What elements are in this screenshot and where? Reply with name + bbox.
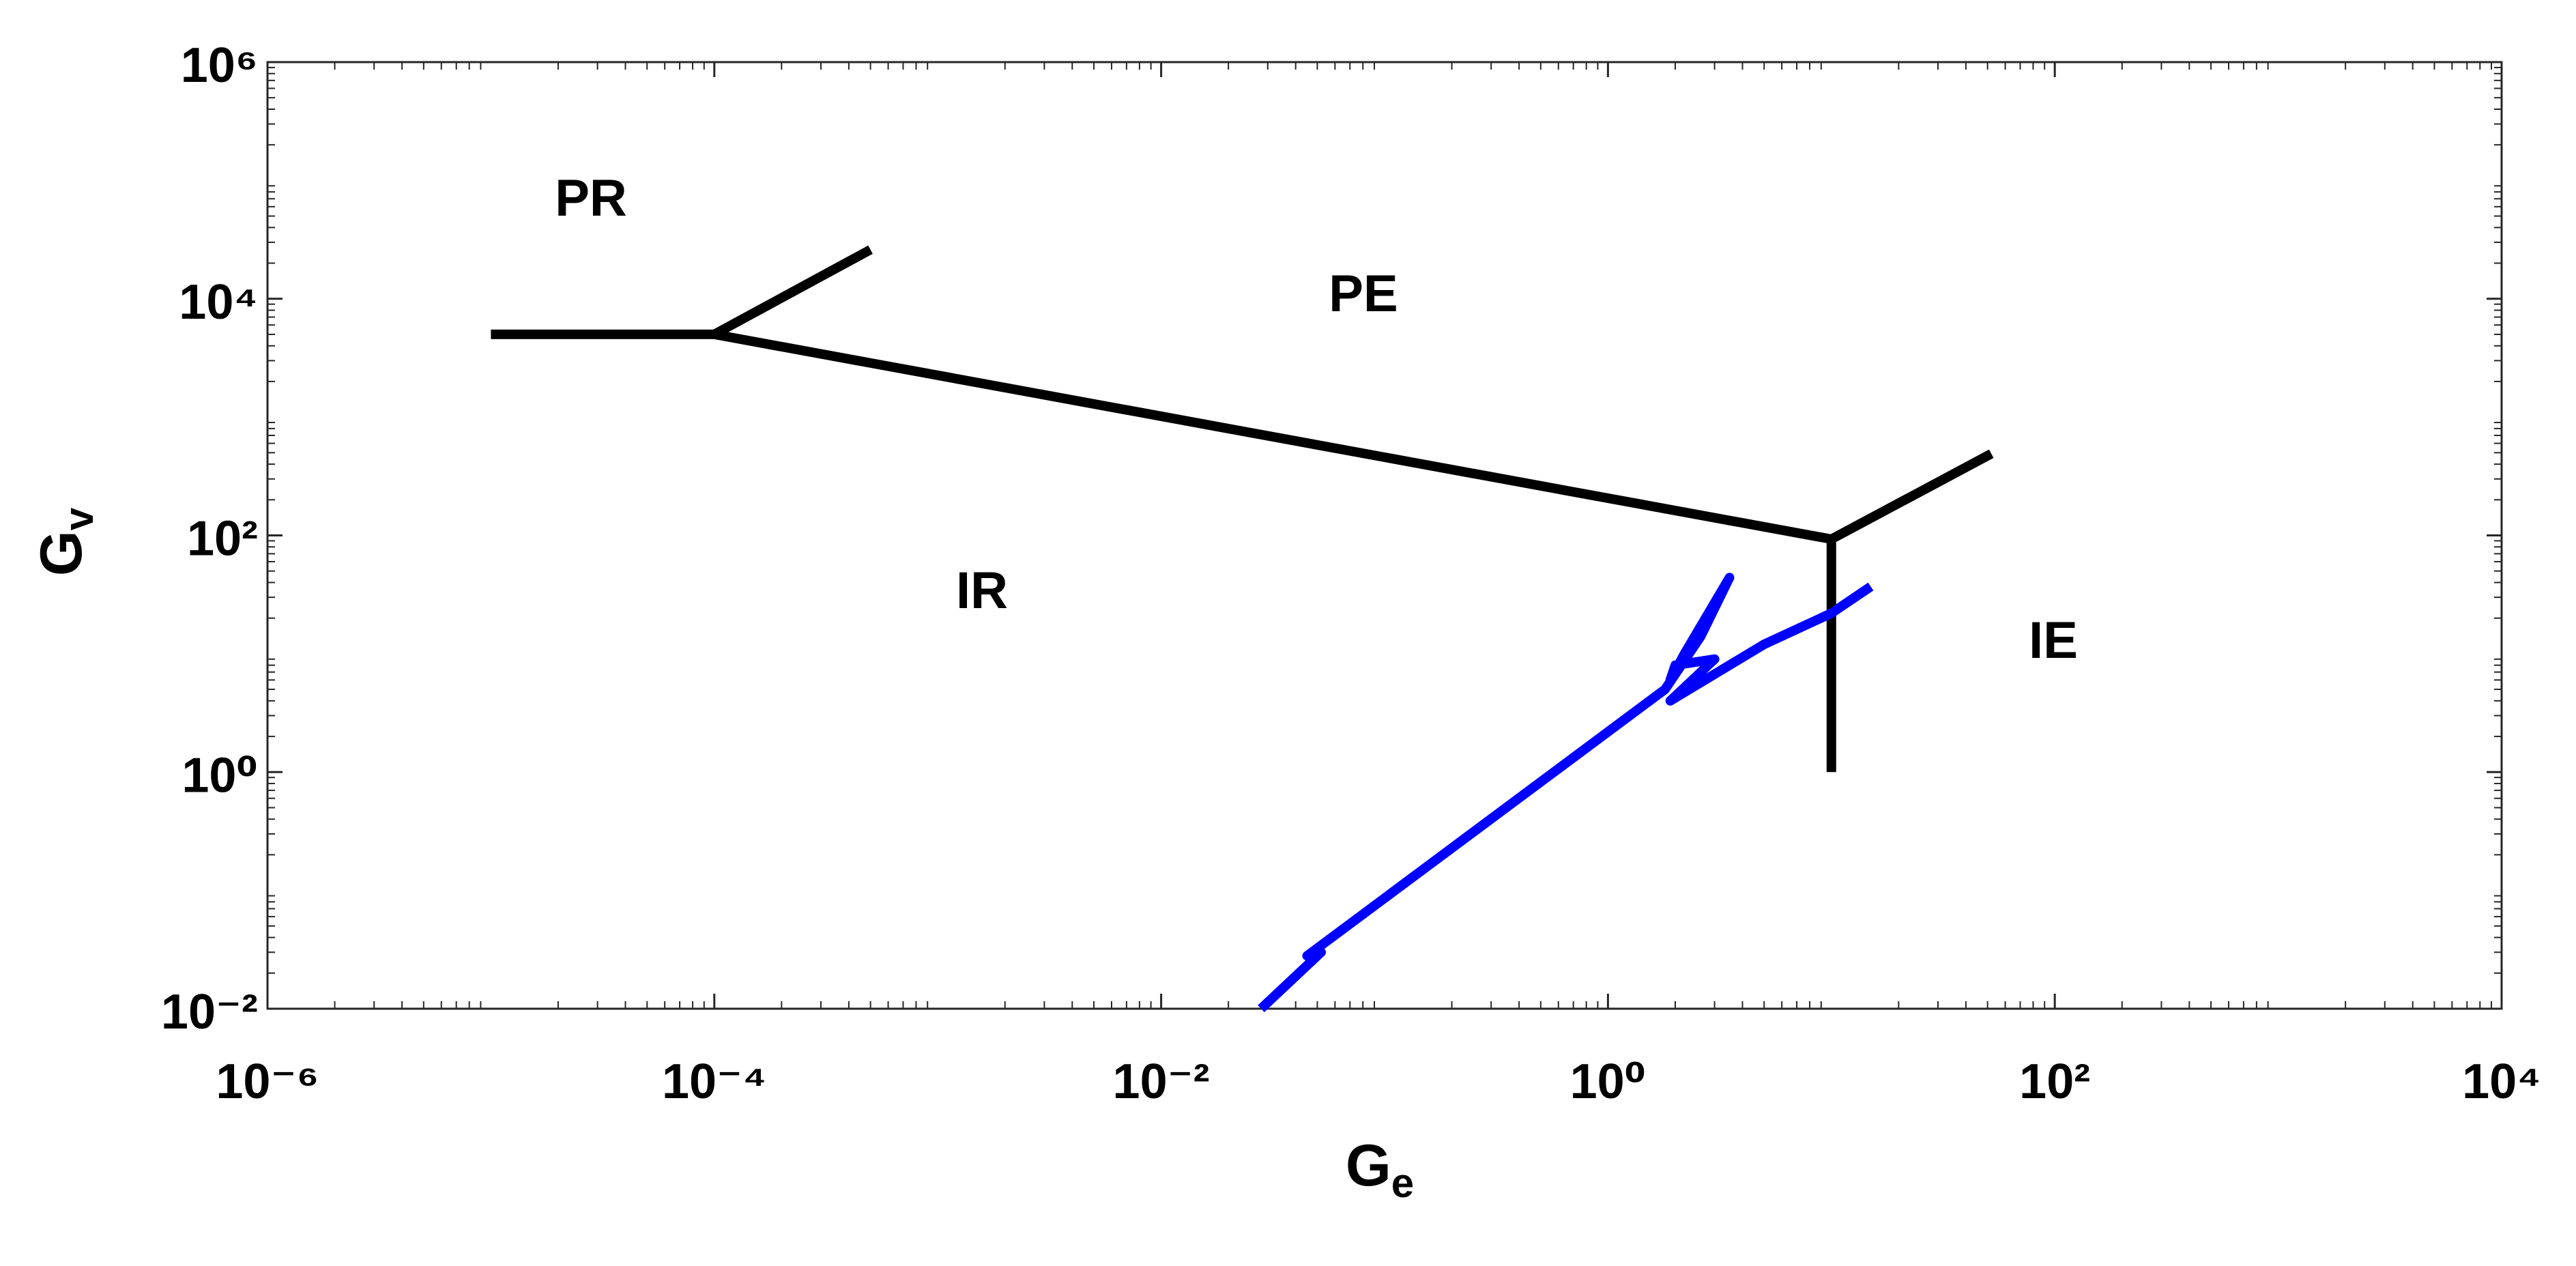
x-tick-label: 10² — [2019, 1054, 2090, 1109]
y-axis-label-subscript: v — [56, 507, 102, 530]
y-tick-label: 10⁶ — [181, 38, 258, 93]
region-label: IE — [2029, 612, 2078, 670]
x-tick-label: 10⁻⁶ — [216, 1054, 319, 1109]
y-axis-label-base: G — [29, 530, 94, 576]
x-axis-label: Ge — [1346, 1133, 1414, 1206]
y-tick-label: 10⁰ — [182, 748, 258, 803]
y-tick-label: 10² — [187, 512, 258, 566]
region-label: PE — [1329, 265, 1398, 323]
x-tick-label: 10⁻² — [1113, 1054, 1210, 1109]
x-tick-label: 10⁴ — [2462, 1054, 2541, 1109]
x-axis-label-base: G — [1346, 1133, 1391, 1198]
series-line — [712, 245, 873, 339]
region-label: IR — [956, 562, 1008, 620]
plot-area — [266, 61, 2503, 1010]
region-label: PR — [555, 169, 627, 227]
x-axis-label-subscript: e — [1391, 1160, 1414, 1206]
series-line — [713, 330, 1833, 544]
y-axis-label: Gv — [29, 507, 102, 576]
y-tick-label: 10⁴ — [179, 275, 258, 330]
x-tick-label: 10⁰ — [1570, 1054, 1647, 1109]
series-line — [1829, 449, 1994, 544]
series-line — [1258, 573, 1874, 1013]
x-tick-label: 10⁻⁴ — [662, 1054, 767, 1109]
y-tick-label: 10⁻² — [161, 985, 258, 1039]
